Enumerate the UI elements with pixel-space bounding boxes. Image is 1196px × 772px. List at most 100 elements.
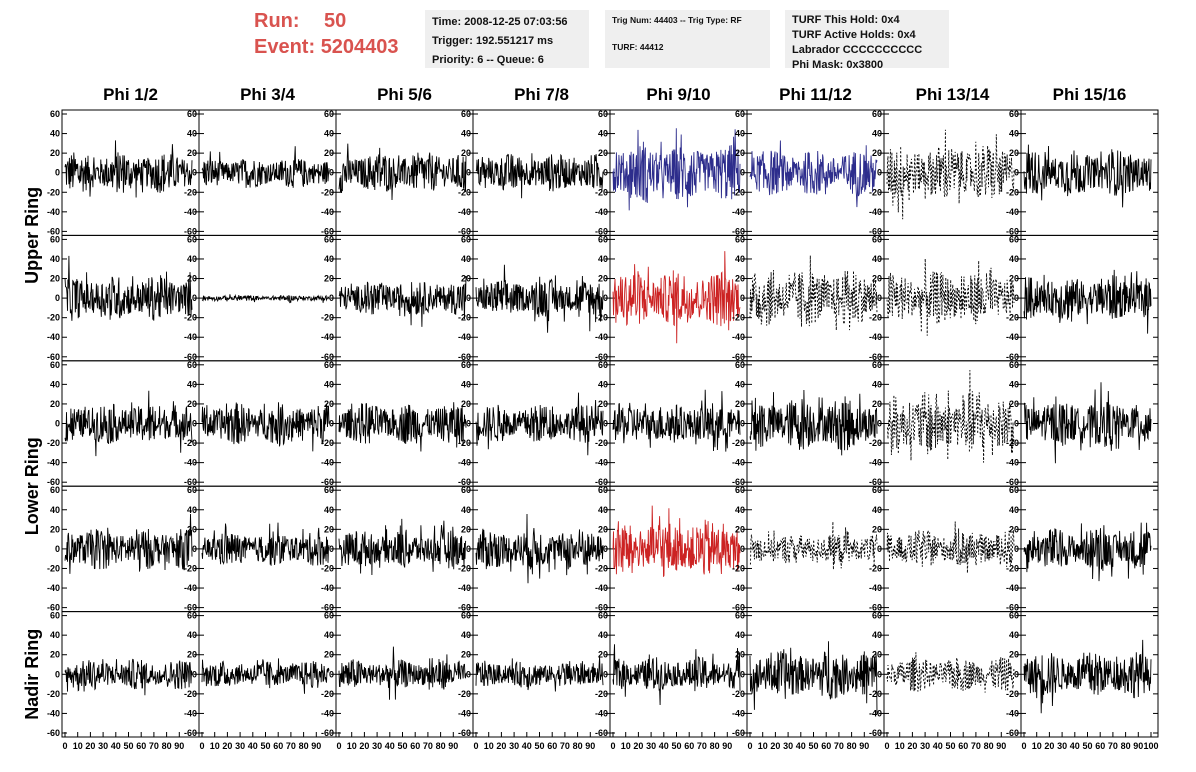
y-tick-label: 20 xyxy=(324,148,334,158)
x-tick-label: 30 xyxy=(235,741,245,751)
y-tick-label: 60 xyxy=(1009,109,1019,119)
y-tick-label: -20 xyxy=(732,187,745,197)
y-tick-label: 60 xyxy=(50,234,60,244)
y-tick-label: 60 xyxy=(50,109,60,119)
y-tick-label: 40 xyxy=(1009,254,1019,264)
y-tick-label: -20 xyxy=(595,563,608,573)
x-tick-label: 60 xyxy=(1095,741,1105,751)
y-tick-label: 60 xyxy=(598,109,608,119)
x-tick-label: 0 xyxy=(199,741,204,751)
y-tick-label: 60 xyxy=(598,360,608,370)
x-tick-label: 50 xyxy=(945,741,955,751)
y-tick-label: -20 xyxy=(732,689,745,699)
x-tick-label: 90 xyxy=(174,741,184,751)
x-tick-label: 80 xyxy=(573,741,583,751)
x-tick-label: 60 xyxy=(410,741,420,751)
y-tick-label: -40 xyxy=(458,207,471,217)
y-tick-label: -60 xyxy=(47,603,60,613)
x-tick-label: 20 xyxy=(633,741,643,751)
x-tick-label: 90 xyxy=(1133,741,1143,751)
y-tick-label: 40 xyxy=(735,379,745,389)
y-tick-label: -40 xyxy=(1006,583,1019,593)
y-tick-label: -20 xyxy=(184,563,197,573)
y-tick-label: 20 xyxy=(598,399,608,409)
ring-label-3: Nadir Ring xyxy=(22,629,42,720)
y-tick-label: 0 xyxy=(466,293,471,303)
y-tick-label: 20 xyxy=(735,524,745,534)
y-tick-label: 60 xyxy=(461,360,471,370)
y-tick-label: -40 xyxy=(595,207,608,217)
y-tick-label: -20 xyxy=(732,438,745,448)
y-tick-label: 60 xyxy=(872,360,882,370)
y-tick-label: 0 xyxy=(329,669,334,679)
waveform-r1-c4 xyxy=(475,153,604,199)
x-tick-label: 60 xyxy=(684,741,694,751)
y-tick-label: -40 xyxy=(47,207,60,217)
y-tick-label: -40 xyxy=(1006,332,1019,342)
y-tick-label: -20 xyxy=(47,563,60,573)
waveform-r2-c3 xyxy=(338,275,467,327)
trig-info-box: Trig Num: 44403 -- Trig Type: RF TURF: 4… xyxy=(605,10,770,68)
y-tick-label: -20 xyxy=(47,187,60,197)
y-tick-label: 0 xyxy=(740,168,745,178)
labrador-text: Labrador CCCCCCCCCC xyxy=(792,44,923,56)
y-tick-label: 20 xyxy=(735,274,745,284)
column-header-8: Phi 15/16 xyxy=(1053,85,1127,104)
y-tick-label: 20 xyxy=(50,148,60,158)
y-tick-label: -20 xyxy=(321,438,334,448)
y-tick-label: 0 xyxy=(740,669,745,679)
waveform-r3-c8 xyxy=(1023,382,1152,464)
y-tick-label: -20 xyxy=(47,313,60,323)
y-tick-label: -40 xyxy=(458,458,471,468)
y-tick-label: -60 xyxy=(458,352,471,362)
waveform-r2-c8 xyxy=(1023,269,1152,334)
y-tick-label: 60 xyxy=(872,485,882,495)
trig-num-text: Trig Num: 44403 -- Trig Type: RF xyxy=(612,15,742,25)
event-header: Run: 50 Event: 5204403 Time: 2008-12-25 0… xyxy=(0,0,1196,80)
y-tick-label: 0 xyxy=(1014,669,1019,679)
y-tick-label: -20 xyxy=(458,689,471,699)
y-tick-label: -20 xyxy=(184,313,197,323)
y-tick-label: 40 xyxy=(187,129,197,139)
y-tick-label: -60 xyxy=(47,477,60,487)
y-tick-label: -40 xyxy=(47,708,60,718)
y-tick-label: 20 xyxy=(735,399,745,409)
run-label: Run: xyxy=(254,10,300,32)
column-header-4: Phi 7/8 xyxy=(514,85,569,104)
y-tick-label: -20 xyxy=(732,313,745,323)
x-tick-label: 20 xyxy=(496,741,506,751)
y-tick-label: 20 xyxy=(735,650,745,660)
y-tick-label: 0 xyxy=(740,293,745,303)
y-tick-label: -20 xyxy=(47,689,60,699)
x-tick-label: 60 xyxy=(136,741,146,751)
y-tick-label: -40 xyxy=(47,458,60,468)
waveform-r2-c2 xyxy=(201,293,330,304)
x-tick-label: 30 xyxy=(1057,741,1067,751)
y-tick-label: 0 xyxy=(1014,293,1019,303)
y-tick-label: 40 xyxy=(598,379,608,389)
y-tick-label: -20 xyxy=(1006,313,1019,323)
waveform-r1-c5 xyxy=(612,128,741,211)
x-tick-label: 30 xyxy=(646,741,656,751)
y-tick-label: 0 xyxy=(192,669,197,679)
x-tick-label: 70 xyxy=(560,741,570,751)
y-tick-label: -20 xyxy=(1006,187,1019,197)
y-tick-label: 40 xyxy=(187,254,197,264)
y-tick-label: 0 xyxy=(192,293,197,303)
y-tick-label: 60 xyxy=(1009,485,1019,495)
y-tick-label: -40 xyxy=(184,332,197,342)
y-tick-label: -40 xyxy=(184,583,197,593)
y-tick-label: -60 xyxy=(1006,477,1019,487)
y-tick-label: 0 xyxy=(192,544,197,554)
x-tick-label: 20 xyxy=(359,741,369,751)
y-tick-label: 20 xyxy=(735,148,745,158)
y-tick-label: -40 xyxy=(595,332,608,342)
y-tick-label: -20 xyxy=(869,438,882,448)
y-tick-label: -60 xyxy=(458,728,471,738)
panel-frame xyxy=(883,485,1022,613)
x-tick-label: 50 xyxy=(1082,741,1092,751)
x-tick-label: 40 xyxy=(385,741,395,751)
waveform-r4-c3 xyxy=(338,518,467,576)
y-tick-label: 40 xyxy=(735,630,745,640)
y-tick-label: 40 xyxy=(1009,505,1019,515)
